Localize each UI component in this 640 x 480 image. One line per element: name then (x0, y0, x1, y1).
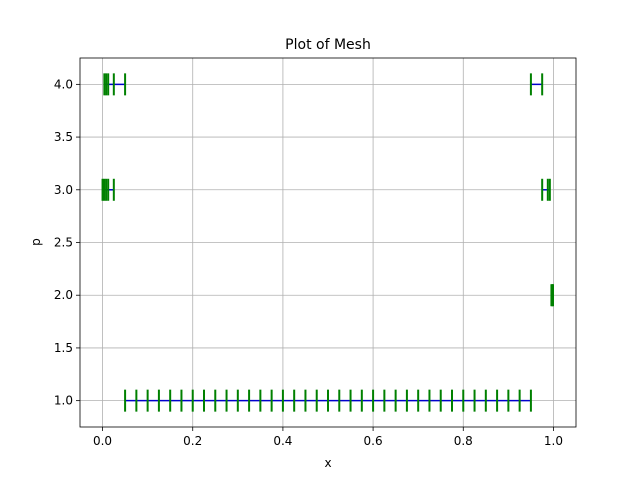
y-axis-label: p (29, 238, 43, 246)
x-tick-label: 0.8 (454, 434, 473, 448)
mesh-level (124, 389, 532, 412)
mesh-level (529, 73, 544, 96)
x-axis-label: x (324, 456, 331, 470)
mesh-level (103, 73, 127, 96)
y-tick-label: 2.5 (54, 236, 73, 250)
y-tick-label: 4.0 (54, 77, 73, 91)
y-tick-label: 1.5 (54, 341, 73, 355)
x-tick-label: 0.0 (93, 434, 112, 448)
x-tick-label: 0.2 (183, 434, 202, 448)
x-axis: 0.0 0.2 0.4 0.6 0.8 1.0 (93, 427, 563, 448)
grid (80, 58, 576, 427)
x-tick-label: 0.6 (364, 434, 383, 448)
y-tick-label: 3.5 (54, 130, 73, 144)
y-tick-label: 2.0 (54, 288, 73, 302)
y-tick-label: 1.0 (54, 394, 73, 408)
mesh-level (541, 178, 551, 201)
y-tick-label: 3.0 (54, 183, 73, 197)
x-tick-label: 1.0 (544, 434, 563, 448)
x-tick-label: 0.4 (273, 434, 292, 448)
mesh-marks (101, 73, 555, 412)
mesh-level (101, 178, 115, 201)
chart-title: Plot of Mesh (285, 37, 371, 53)
mesh-level (550, 284, 555, 307)
y-axis: 1.0 1.5 2.0 2.5 3.0 3.5 4.0 (54, 77, 80, 408)
